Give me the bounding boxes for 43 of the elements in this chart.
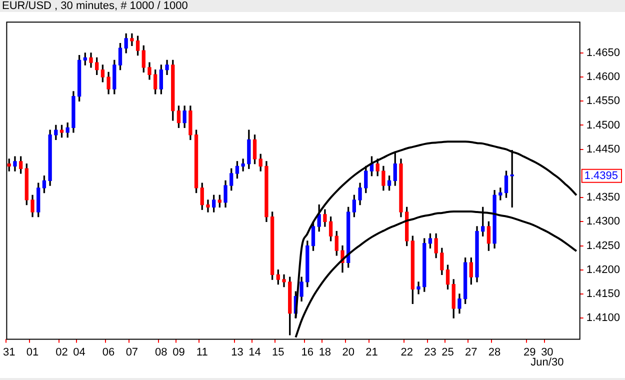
candlestick — [416, 282, 420, 294]
x-tick-label: 13 — [231, 346, 244, 358]
candlestick — [241, 158, 245, 172]
x-tick-label: 22 — [400, 346, 413, 358]
x-tick-label: 27 — [465, 346, 478, 358]
x-tick-label: 29 — [524, 346, 536, 358]
x-tick-label: 25 — [442, 346, 454, 358]
x-tick-label: 09 — [172, 346, 185, 358]
x-tick-label: 02 — [56, 346, 68, 358]
x-tick-label: 04 — [73, 346, 86, 358]
line-series — [294, 140, 578, 320]
x-tick-label: 06 — [102, 346, 115, 358]
y-tick-label: 1.4500 — [586, 119, 620, 132]
x-tick-label: 20 — [342, 346, 354, 358]
candlestick — [282, 274, 286, 288]
x-tick-label: 28 — [488, 346, 501, 358]
x-tick-label: 21 — [366, 346, 378, 358]
y-tick-label: 1.4550 — [586, 95, 620, 108]
x-tick-label: 01 — [26, 346, 39, 358]
x-tick-label: 08 — [155, 346, 168, 358]
x-tick-label: 31 — [2, 346, 16, 358]
x-tick-label: 16 — [301, 346, 314, 358]
y-tick-label: 1.4250 — [586, 240, 620, 252]
x-tick-label: 11 — [196, 346, 208, 358]
x-tick-label: 23 — [424, 346, 436, 358]
candlestick — [130, 33, 134, 46]
y-tick-label: 1.4200 — [586, 264, 620, 276]
text: Jun/30 — [530, 356, 564, 368]
y-tick-label: 1.4100 — [586, 312, 620, 324]
y-tick-label: 1.4450 — [586, 143, 620, 156]
chart-title: EUR/USD , 30 minutes, # 1000 / 1000 — [1, 0, 189, 12]
y-tick-label: 1.4600 — [586, 71, 620, 84]
y-tick-label: 1.4350 — [586, 192, 620, 204]
x-tick-label: 30 — [541, 346, 554, 358]
y-tick-label: 1.4300 — [586, 216, 620, 228]
annotation: 1.4395 — [584, 170, 618, 182]
candlestick — [206, 200, 210, 212]
x-tick-label: 14 — [248, 346, 261, 358]
x-tick-label: 18 — [318, 346, 332, 358]
y-tick-label: 1.4150 — [586, 288, 620, 300]
x-tick-label: 15 — [272, 346, 284, 358]
x-tick-label: 07 — [126, 346, 138, 358]
y-tick-label: 1.4650 — [586, 46, 620, 59]
